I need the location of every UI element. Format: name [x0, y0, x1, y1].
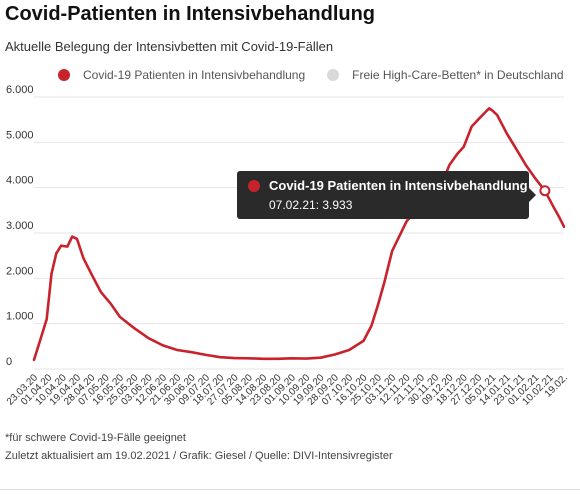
- y-tick-label: 6.000: [6, 84, 34, 96]
- y-tick-label: 5.000: [6, 129, 34, 141]
- legend-item-free-beds[interactable]: Freie High-Care-Betten* in Deutschland: [327, 68, 564, 82]
- chart-legend: Covid-19 Patienten in Intensivbehandlung…: [58, 68, 580, 82]
- footnote: *für schwere Covid-19-Fälle geeignet: [5, 432, 186, 444]
- legend-label: Covid-19 Patienten in Intensivbehandlung: [83, 68, 306, 82]
- series-line: [32, 107, 566, 362]
- tooltip-pointer: [529, 188, 536, 202]
- legend-marker-icon: [58, 69, 70, 81]
- tooltip-series-label: Covid-19 Patienten in Intensivbehandlung: [269, 178, 528, 193]
- chart-subtitle: Aktuelle Belegung der Intensivbetten mit…: [5, 39, 334, 54]
- y-tick-label: 0: [6, 356, 12, 368]
- legend-item-icu-patients[interactable]: Covid-19 Patienten in Intensivbehandlung: [58, 68, 305, 82]
- y-tick-label: 4.000: [6, 175, 34, 187]
- y-tick-label: 2.000: [6, 265, 34, 277]
- legend-marker-icon: [327, 69, 340, 81]
- chart-title: Covid-Patienten in Intensivbehandlung: [5, 3, 376, 25]
- y-tick-label: 3.000: [6, 220, 34, 232]
- source-line: Zuletzt aktualisiert am 19.02.2021 / Gra…: [5, 450, 393, 462]
- legend-label: Freie High-Care-Betten* in Deutschland: [352, 68, 564, 82]
- tooltip-value: 07.02.21: 3.933: [269, 198, 353, 212]
- y-tick-label: 1.000: [6, 311, 34, 323]
- highlight-point: [539, 185, 551, 197]
- tooltip-marker-icon: [248, 180, 260, 192]
- chart-tooltip: Covid-19 Patienten in Intensivbehandlung…: [237, 171, 536, 219]
- divider: [0, 489, 580, 490]
- line-chart: 01.0002.0003.0004.0005.0006.00023.03.200…: [5, 84, 570, 408]
